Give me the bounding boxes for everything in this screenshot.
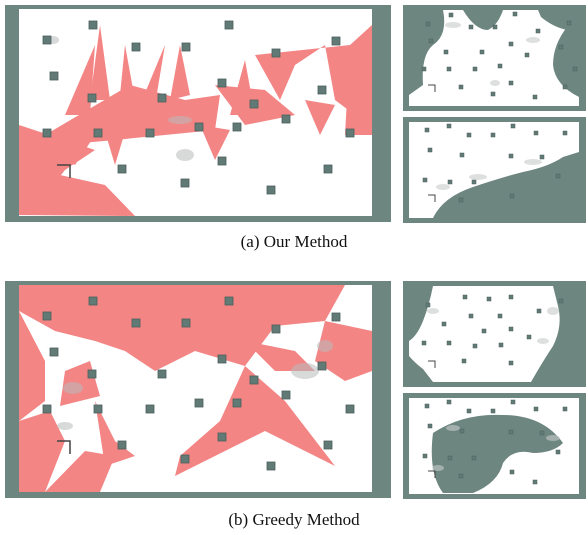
map-wall-stub [428, 84, 436, 92]
figure-caption-a: (a) Our Method [0, 232, 588, 252]
uncovered-region [431, 414, 563, 493]
uncertainty-smudges [427, 307, 559, 344]
guard-markers [42, 20, 355, 195]
uncertainty-smudges [432, 425, 560, 471]
guard-markers [422, 123, 568, 203]
coverage-map-side-top-a [403, 5, 586, 111]
guard-markers [421, 11, 578, 100]
uncertainty-smudges [57, 340, 333, 430]
map-floor [409, 10, 579, 106]
guard-markers [42, 296, 355, 471]
uncovered-region [531, 286, 579, 382]
uncertainty-smudges [436, 159, 542, 190]
figure-caption-b: (b) Greedy Method [0, 510, 588, 530]
uncertainty-smudges [445, 22, 540, 86]
coverage-map-side-top-b [403, 281, 586, 387]
uncovered-region [409, 356, 433, 382]
coverage-region [19, 285, 372, 492]
coverage-map-side-bottom-b [403, 393, 586, 499]
map-wall-stub [428, 470, 436, 478]
uncovered-region [409, 10, 445, 95]
caption-text: Our Method [263, 232, 348, 251]
map-wall-stub [428, 360, 436, 368]
guard-markers [422, 399, 568, 485]
coverage-map-main-a [5, 5, 391, 222]
caption-tag: (b) [228, 510, 249, 529]
map-wall-stub [428, 194, 436, 202]
uncovered-region [538, 10, 567, 30]
caption-text: Greedy Method [252, 510, 360, 529]
uncovered-region [433, 152, 579, 218]
figure-row-our-method: (a) Our Method [0, 0, 588, 260]
coverage-map-side-bottom-a [403, 117, 586, 223]
caption-tag: (a) [240, 232, 260, 251]
map-wall-stub [57, 164, 71, 178]
uncovered-region [409, 286, 433, 341]
coverage-map-main-b [5, 281, 391, 498]
coverage-region [19, 25, 372, 216]
guard-markers [421, 294, 564, 366]
figure-row-greedy-method: (b) Greedy Method [0, 276, 588, 535]
map-wall-stub [57, 440, 71, 454]
